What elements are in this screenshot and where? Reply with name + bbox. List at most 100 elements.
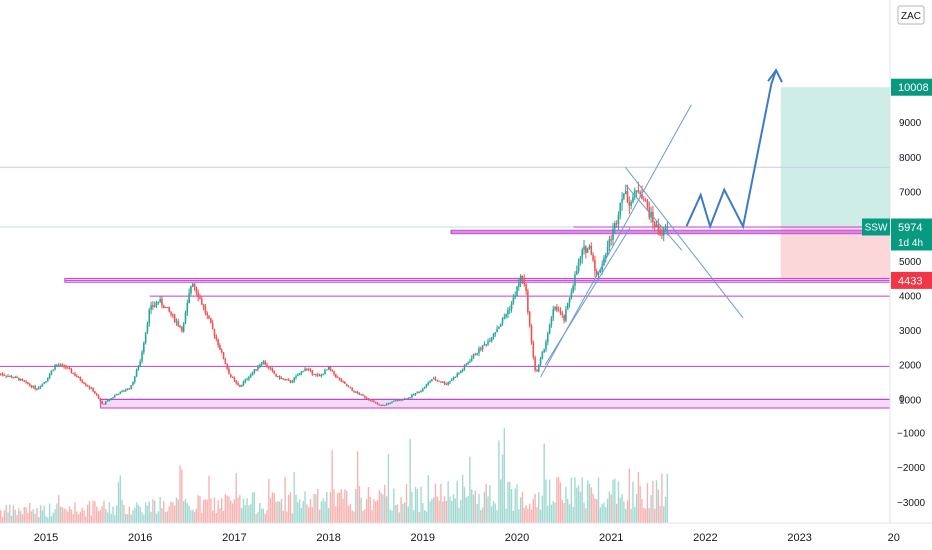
volume-bar [295,494,297,523]
candle-body [465,364,468,366]
volume-bar [478,493,480,523]
currency-badge[interactable] [897,5,925,25]
candle-body [599,270,602,273]
candle-body [186,302,189,313]
candle-body [376,402,379,405]
candle-body [438,380,440,382]
candle-body [659,230,661,235]
volume-bar [226,495,228,523]
price-axis[interactable]: 100020003000400050006000700080009000 0−1… [889,0,926,523]
candle-body [628,202,631,206]
volume-bar [621,494,623,523]
candle-body [461,369,464,372]
candle-body [621,198,623,203]
last-price-box [891,218,932,251]
price-candles [0,181,669,407]
volume-bar [48,503,51,523]
candle-body [95,393,98,396]
volume-tick-label: −3000 [897,498,926,509]
candle-body [380,405,382,407]
volume-bar [18,508,20,523]
candle-body [505,314,507,317]
candle-body [148,309,151,324]
volume-bar [465,497,467,523]
volume-bar [369,496,371,523]
volume-bar [603,502,605,523]
volume-bar [28,503,31,523]
volume-bar [235,473,237,523]
candle-body [454,376,457,378]
volume-bar [16,514,18,523]
volume-bar [601,503,603,523]
candle-body [483,344,486,346]
candle-body [367,398,370,400]
volume-bar [311,507,313,523]
candle-body [217,339,219,346]
candle-body [23,380,26,382]
volume-bar [110,513,112,523]
symbol-label: SSW [865,223,888,234]
candle-body [179,325,181,328]
volume-bar [155,514,158,523]
candle-body [239,385,241,387]
candle-body [8,375,11,377]
volume-bar [423,510,426,523]
volume-bar [476,504,478,523]
candle-body [3,374,6,376]
price-badge-label: 10008 [898,82,929,94]
volume-bar [548,479,551,523]
volume-bar [371,509,373,523]
volume-bar [503,428,506,523]
volume-bar [592,493,594,523]
candle-body [623,193,625,199]
volume-tick-label: 0 [899,394,905,405]
candle-body [536,370,538,372]
volume-bar [7,512,9,523]
candle-body [460,371,462,373]
candle-body [320,374,323,376]
volume-bar [114,514,116,523]
volume-bar [34,513,36,523]
candle-body [5,375,7,377]
candle-body [371,400,373,402]
candle-body [327,366,330,370]
volume-bar [39,505,42,523]
candle-body [452,377,455,380]
candle-body [349,387,352,389]
volume-bar [387,453,390,523]
volume-bar [52,512,54,523]
volume-bar [57,494,60,523]
volume-bar [581,477,583,523]
candle-body [431,379,433,382]
candle-body [579,257,582,263]
volume-bar [596,499,598,523]
candle-body [568,298,571,304]
candle-body [12,377,15,379]
volume-bar [25,507,27,523]
candle-body [318,375,321,377]
candle-body [541,351,544,359]
time-tick-label: 2019 [411,532,435,544]
volume-bar [608,491,611,523]
candle-body [315,374,317,376]
candle-body [190,286,192,294]
candle-body [610,239,612,241]
time-axis[interactable]: 2015 2016 2017 2018 2019 2020 2021 2022 2023 20 [0,522,932,544]
volume-bar [382,494,384,523]
volume-bar [307,507,310,523]
price-tick-label: 9000 [899,118,922,129]
volume-bar [393,488,395,523]
candle-body [50,370,53,375]
candle-body [612,228,614,240]
candle-body [240,384,243,387]
candle-body [407,397,410,399]
volume-bar [1,517,4,523]
volume-bar [405,483,408,523]
volume-bar [68,506,71,523]
candle-body [512,297,515,304]
volume-bar [615,503,618,523]
candle-body [385,403,388,406]
candle-body [39,386,42,388]
candle-body [235,380,238,383]
